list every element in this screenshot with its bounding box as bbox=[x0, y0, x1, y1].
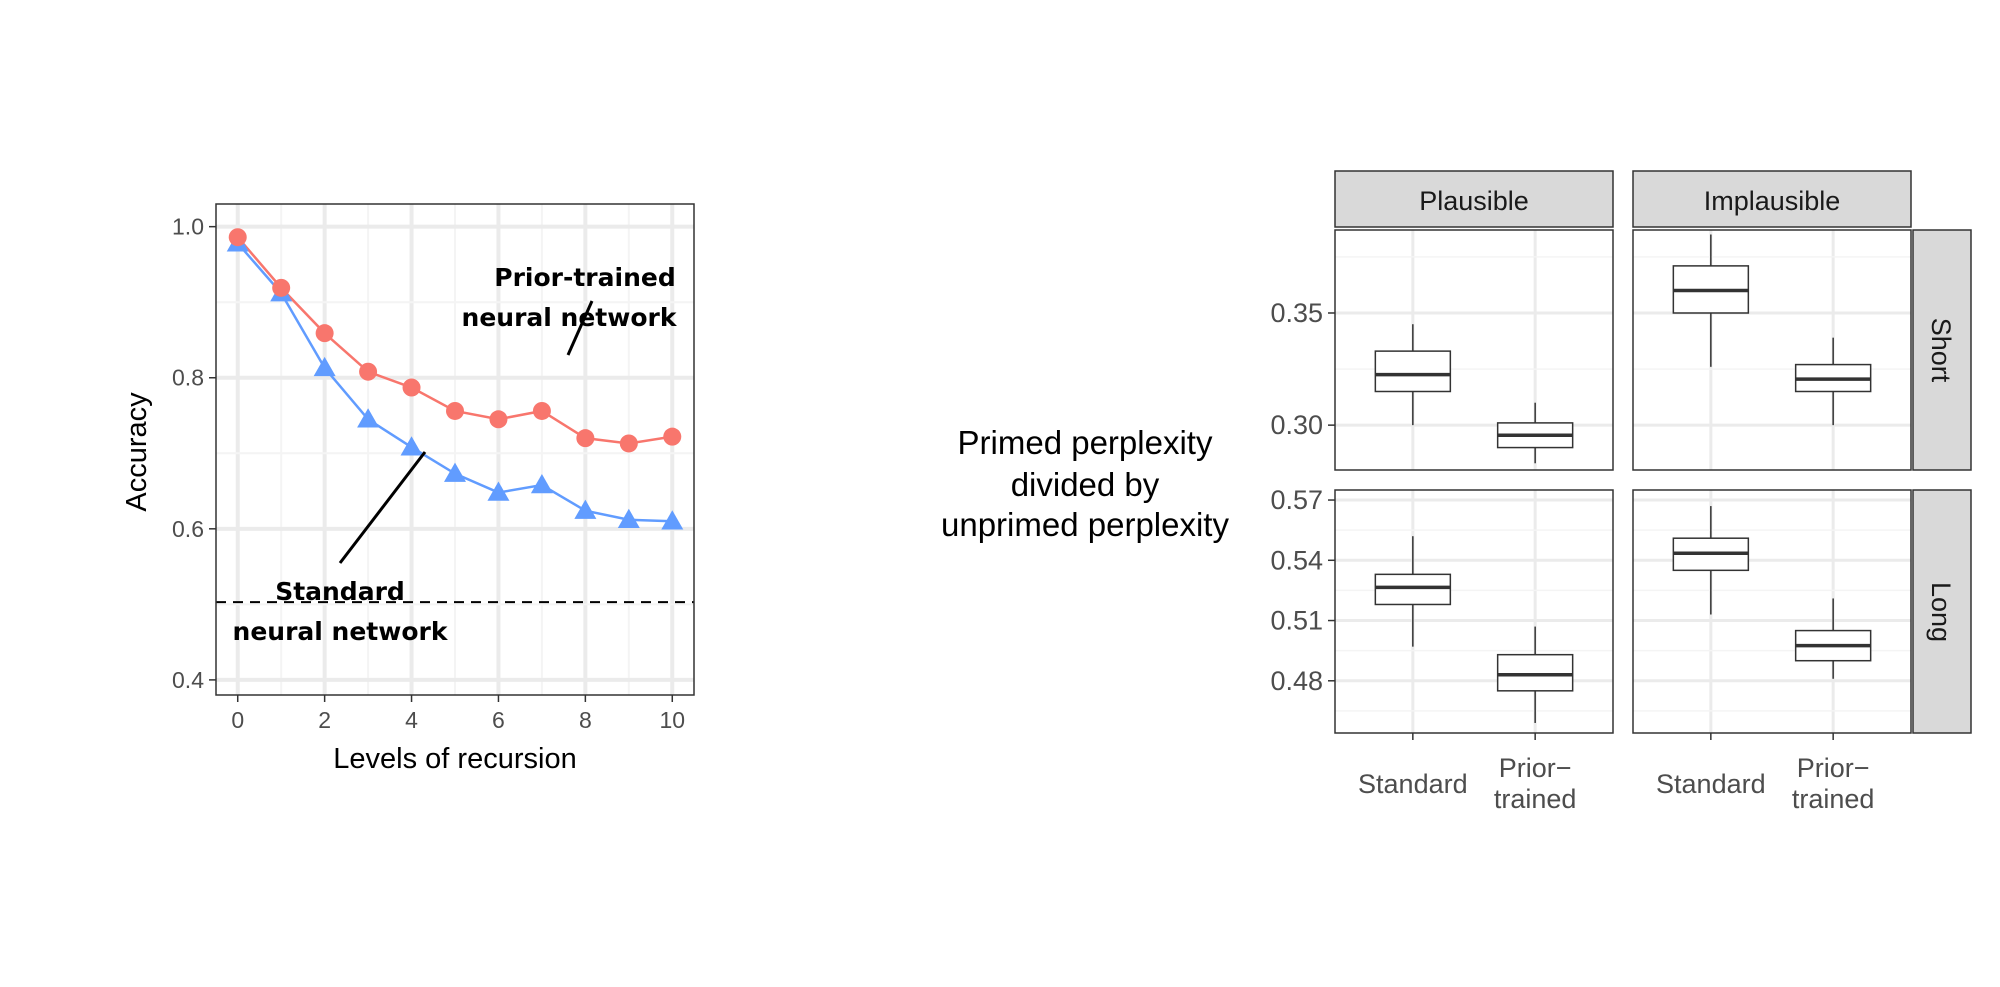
prior-trained-point bbox=[576, 429, 595, 448]
panel-border bbox=[1632, 489, 1912, 734]
box-prior-trained bbox=[1496, 402, 1574, 464]
prior-trained-point bbox=[663, 427, 682, 446]
box-panel-short-implausible bbox=[1632, 229, 1912, 471]
strip-long bbox=[1912, 489, 1972, 734]
box-prior-trained bbox=[1794, 337, 1872, 426]
prior-trained-annotation-line1: Prior-trained bbox=[494, 263, 675, 292]
line-chart-grid bbox=[216, 204, 694, 695]
strip-implausible bbox=[1632, 170, 1912, 228]
box-standard bbox=[1672, 234, 1750, 367]
standard-annotation-line2: neural network bbox=[233, 617, 449, 646]
y-tick-label: 0.8 bbox=[172, 365, 204, 391]
box-prior-trained bbox=[1496, 626, 1574, 723]
strip-label-long: Long bbox=[1926, 582, 1956, 642]
prior-trained-point bbox=[489, 410, 508, 429]
line-chart-x-ticks: 0 2 4 6 8 10 bbox=[231, 695, 685, 733]
box-x-tick-label-line2: trained bbox=[1494, 784, 1577, 814]
x-tick-label: 10 bbox=[659, 707, 685, 733]
box-prior-trained bbox=[1794, 598, 1872, 679]
box-y-tick-label: 0.30 bbox=[1270, 410, 1323, 440]
accuracy-line-chart: 0 2 4 6 8 10 0.4 0.6 0.8 1.0 Levels of recursion… bbox=[121, 203, 695, 775]
line-chart-markers bbox=[226, 228, 684, 530]
box-plot-panels bbox=[1334, 229, 1912, 734]
box-y-tick-label: 0.57 bbox=[1270, 485, 1323, 515]
prior-trained-annotation-line2: neural network bbox=[462, 303, 678, 332]
box-y-tick-label: 0.54 bbox=[1270, 545, 1323, 575]
x-tick-label: 8 bbox=[579, 707, 592, 733]
standard-pointer-line bbox=[338, 451, 427, 564]
box-plot-y-axis-title-line2: divided by bbox=[1011, 466, 1160, 503]
prior-trained-point bbox=[446, 401, 464, 420]
iqr-box bbox=[1496, 653, 1574, 692]
line-chart-y-axis-title: Accuracy bbox=[121, 392, 153, 512]
box-x-tick-label-line1: Prior− bbox=[1797, 753, 1870, 783]
y-tick-label: 0.6 bbox=[172, 516, 204, 542]
perplexity-box-plot: Primed perplexity divided by unprimed pe… bbox=[941, 170, 1972, 814]
standard-point bbox=[313, 356, 336, 377]
y-tick-label: 0.4 bbox=[172, 667, 204, 693]
iqr-box bbox=[1374, 573, 1452, 606]
x-tick-label: 6 bbox=[492, 707, 505, 733]
standard-point bbox=[617, 508, 640, 529]
panel-border bbox=[1334, 229, 1614, 471]
line-chart-border bbox=[215, 203, 695, 696]
y-tick-label: 1.0 bbox=[172, 214, 204, 240]
panel-background bbox=[1633, 490, 1911, 733]
prior-trained-point bbox=[228, 228, 247, 247]
box-y-tick-label: 0.51 bbox=[1270, 606, 1323, 636]
box-panel-long-plausible bbox=[1334, 489, 1614, 734]
line-chart-y-ticks: 0.4 0.6 0.8 1.0 bbox=[172, 214, 216, 693]
prior-trained-point bbox=[359, 362, 378, 381]
standard-annotation-line1: Standard bbox=[275, 577, 405, 606]
standard-point bbox=[661, 510, 684, 530]
iqr-box bbox=[1374, 350, 1452, 393]
strip-short bbox=[1912, 229, 1972, 471]
x-tick-label: 0 bbox=[231, 707, 244, 733]
panel-background bbox=[1335, 490, 1613, 733]
box-plot-y-ticks: 0.30 0.35 0.48 0.51 0.54 0.57 bbox=[1270, 298, 1335, 696]
box-standard bbox=[1672, 506, 1750, 615]
box-x-tick-label: Standard bbox=[1358, 769, 1468, 799]
x-tick-label: 2 bbox=[318, 707, 331, 733]
box-y-tick-label: 0.35 bbox=[1270, 298, 1323, 328]
prior-trained-point bbox=[532, 401, 551, 420]
standard-point bbox=[530, 474, 553, 494]
standard-point bbox=[357, 408, 380, 428]
panel-border bbox=[1334, 489, 1614, 734]
box-standard bbox=[1374, 536, 1452, 647]
prior-trained-point bbox=[315, 324, 334, 343]
panel-border bbox=[1632, 229, 1912, 471]
strip-label-plausible: Plausible bbox=[1419, 186, 1529, 216]
box-plot-y-axis-title-line1: Primed perplexity bbox=[958, 424, 1213, 461]
prior-trained-point bbox=[402, 378, 421, 397]
standard-point bbox=[487, 481, 510, 501]
strip-label-implausible: Implausible bbox=[1704, 186, 1841, 216]
strip-plausible bbox=[1334, 170, 1614, 228]
x-tick-label: 4 bbox=[405, 707, 418, 733]
box-x-tick-label-line2: trained bbox=[1792, 784, 1875, 814]
box-y-tick-label: 0.48 bbox=[1270, 666, 1323, 696]
box-x-tick-label-line1: Prior− bbox=[1499, 753, 1572, 783]
prior-trained-pointer-line bbox=[566, 300, 594, 356]
box-plot-y-axis-title-line3: unprimed perplexity bbox=[941, 506, 1229, 543]
prior-trained-point bbox=[272, 278, 291, 297]
standard-point bbox=[444, 462, 466, 482]
box-standard bbox=[1374, 324, 1452, 426]
standard-point bbox=[400, 436, 423, 456]
line-chart-x-axis-title: Levels of recursion bbox=[333, 743, 576, 775]
box-panel-short-plausible bbox=[1334, 229, 1614, 471]
box-x-tick-label: Standard bbox=[1656, 769, 1766, 799]
strip-label-short: Short bbox=[1926, 318, 1956, 383]
standard-point bbox=[574, 499, 597, 519]
prior-trained-point bbox=[619, 434, 638, 453]
box-panel-long-implausible bbox=[1632, 489, 1912, 734]
